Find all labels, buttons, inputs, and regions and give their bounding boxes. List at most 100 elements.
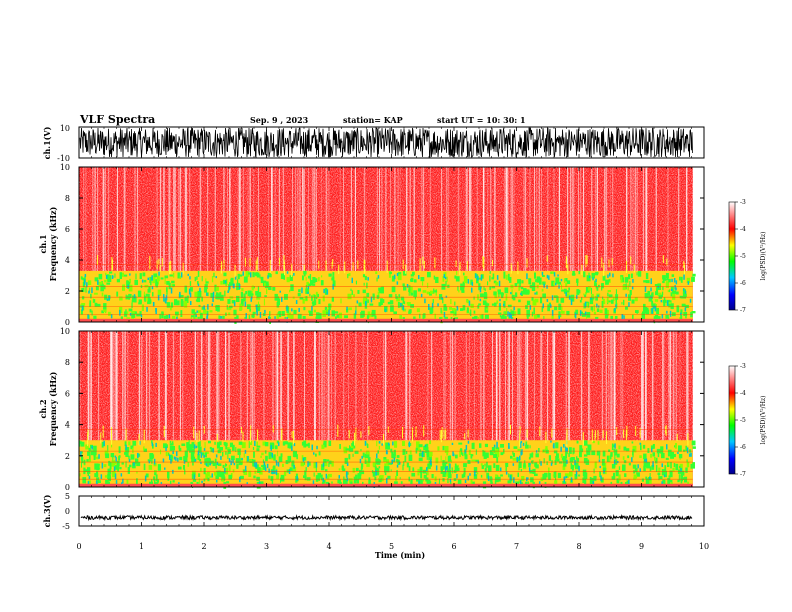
spectrogram-cell xyxy=(315,475,319,482)
spectrogram-cell xyxy=(449,463,451,469)
spectrogram-cell xyxy=(456,271,458,275)
spectrogram-cell xyxy=(425,443,429,451)
spectrogram-cell xyxy=(402,449,406,455)
spectrogram-cell xyxy=(578,271,581,275)
spectrogram-cell xyxy=(491,447,495,452)
spectrogram-cell xyxy=(368,477,371,485)
spectrogram-cell xyxy=(606,309,609,316)
spectrogram-cell xyxy=(180,300,184,307)
spectrogram-cell xyxy=(482,300,487,305)
spectrogram-cell xyxy=(451,442,454,445)
spectrogram-cell xyxy=(558,311,561,314)
spectrogram-cell xyxy=(277,298,280,306)
spectrogram-cell xyxy=(146,296,148,302)
spectrogram-cell xyxy=(508,443,510,449)
spectrogram-vertical-streak xyxy=(308,167,309,271)
spectrogram-cell xyxy=(513,311,517,316)
spectrogram-cell xyxy=(510,424,511,435)
spectrogram-cell xyxy=(343,476,345,484)
spectrogram-cell xyxy=(608,294,613,298)
spectrogram-cell xyxy=(305,296,307,301)
spectrogram-cell xyxy=(556,296,559,303)
spectrogram-cell xyxy=(249,308,251,312)
spectrogram-cell xyxy=(88,290,90,294)
spectrogram-cell xyxy=(293,443,296,447)
spectrogram-cell xyxy=(125,451,129,457)
spectrogram-cell xyxy=(434,482,437,485)
spectrogram-cell xyxy=(378,441,381,444)
spectrogram-cell xyxy=(215,276,217,279)
spectrogram-cell xyxy=(247,290,252,297)
spectrogram-cell xyxy=(198,430,200,442)
spectrogram-cell xyxy=(468,300,471,306)
spectrogram-cell xyxy=(646,461,650,469)
spectrogram-cell xyxy=(104,279,107,283)
spectrogram-cell xyxy=(608,300,611,303)
spectrogram-cell xyxy=(615,470,619,477)
spectrogram-cell xyxy=(521,449,523,455)
spectrogram-cell xyxy=(256,448,260,452)
spectrogram-cell xyxy=(297,292,301,297)
spectrogram-vertical-streak xyxy=(364,167,366,271)
spectrogram-cell xyxy=(473,474,478,479)
spectrogram-cell xyxy=(595,295,598,301)
spectrogram-cell xyxy=(130,445,134,450)
spectrogram-cell xyxy=(442,460,445,465)
spectrogram-cell xyxy=(593,475,597,481)
spectrogram-cell xyxy=(444,276,447,280)
spectrogram-cell xyxy=(467,429,469,438)
spectrogram-cell xyxy=(205,463,208,466)
spectrogram-cell xyxy=(543,283,545,288)
spectrogram-cell xyxy=(371,470,374,474)
spectrogram-cell xyxy=(662,255,664,263)
spectrogram-cell xyxy=(416,308,420,313)
spectrogram-cell xyxy=(441,283,446,290)
spectrogram-cell xyxy=(692,446,696,449)
spectrogram-cell xyxy=(252,272,255,278)
spectrogram-cell xyxy=(390,448,393,453)
spectrogram-cell xyxy=(104,475,108,478)
spectrogram-vertical-streak xyxy=(110,331,112,441)
spectrogram-cell xyxy=(155,308,157,312)
spectrogram-cell xyxy=(384,466,386,473)
spectrogram-cell xyxy=(345,315,347,318)
spectrogram-cell xyxy=(249,440,252,445)
spectrogram-cell xyxy=(355,467,359,471)
spectrogram-cell xyxy=(390,305,394,312)
spectrogram-cell xyxy=(228,474,232,480)
spectrogram-cell xyxy=(105,274,108,279)
spectrogram-cell xyxy=(555,277,560,284)
spectrogram-cell xyxy=(267,275,269,279)
spectrogram-cell xyxy=(221,474,225,482)
spectrogram-cell xyxy=(211,473,213,478)
spectrogram-cell xyxy=(687,433,689,446)
spectrogram-cell xyxy=(480,274,484,279)
spectrogram-cell xyxy=(212,463,216,466)
spectrogram-cell xyxy=(125,461,127,468)
spectrogram-cell xyxy=(275,271,278,275)
spectrogram-cell xyxy=(505,466,507,472)
spectrogram-vertical-streak xyxy=(476,167,478,271)
spectrogram-cell xyxy=(498,293,500,298)
spectrogram-vertical-streak xyxy=(612,167,614,271)
spectrogram-cell xyxy=(280,477,281,483)
spectrogram-cell xyxy=(563,476,565,483)
spectrogram-vertical-streak xyxy=(686,331,688,441)
spectrogram-bottom xyxy=(79,483,693,487)
spectrogram-cell xyxy=(126,479,129,486)
spectrogram-cell xyxy=(198,310,201,314)
spectrogram-cell xyxy=(475,459,479,462)
spectrogram-cell xyxy=(424,298,426,304)
spectrogram-cell xyxy=(145,293,150,298)
spectrogram-cell xyxy=(560,453,563,458)
spectrogram-cell xyxy=(247,456,249,462)
spectrogram-vertical-streak xyxy=(343,331,345,441)
spectrogram-vertical-streak xyxy=(134,167,136,271)
spectrogram-vertical-streak xyxy=(258,167,259,271)
spectrogram-cell xyxy=(420,472,423,479)
spectrogram-vertical-streak xyxy=(136,167,139,271)
spectrogram-cell xyxy=(151,275,153,281)
spectrogram-vertical-streak xyxy=(642,331,644,441)
spectrogram-cell xyxy=(483,450,486,456)
spectrogram-vertical-streak xyxy=(441,167,443,271)
